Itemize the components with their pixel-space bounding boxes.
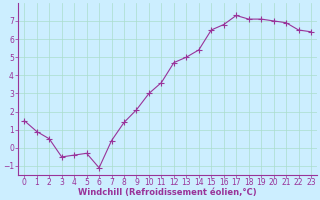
- X-axis label: Windchill (Refroidissement éolien,°C): Windchill (Refroidissement éolien,°C): [78, 188, 257, 197]
